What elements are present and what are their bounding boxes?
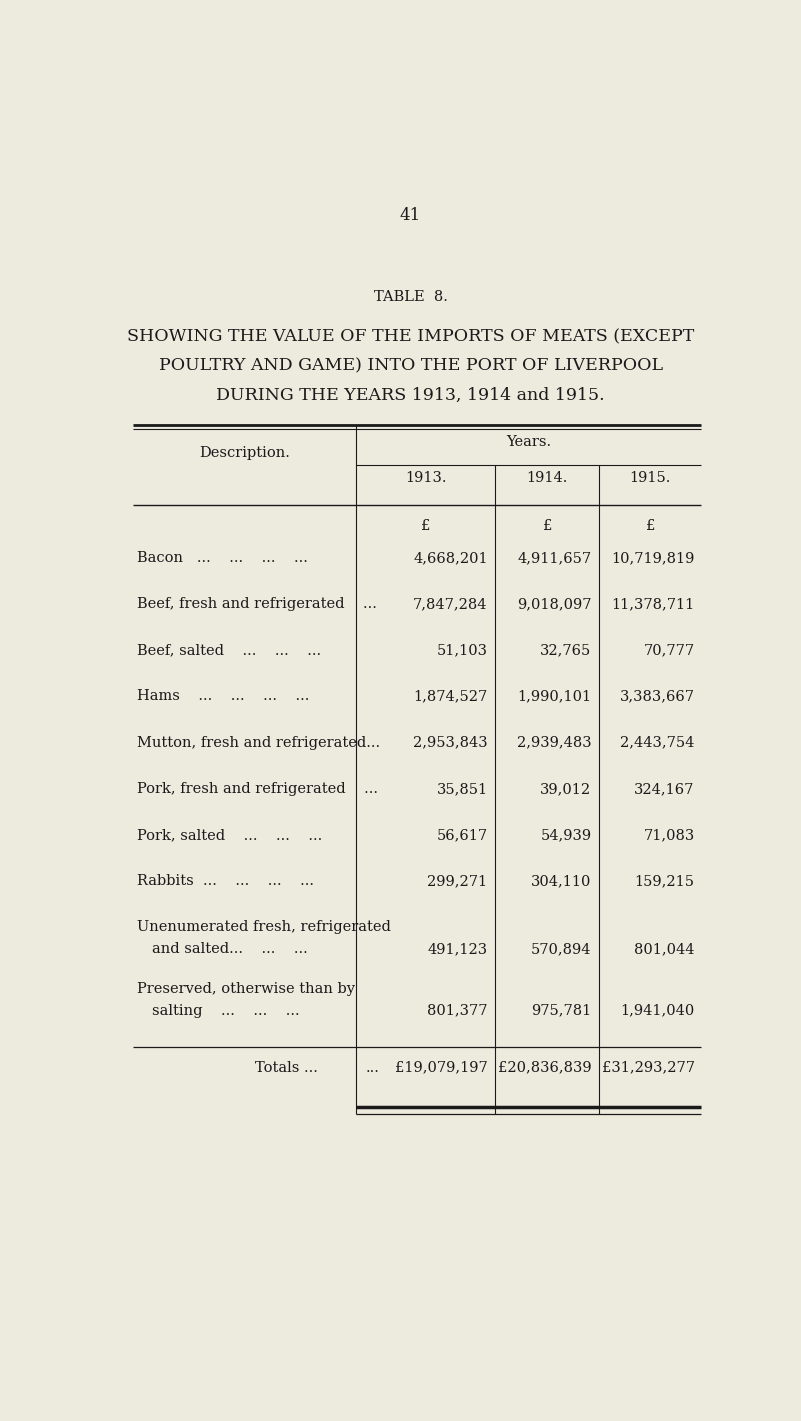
Text: Hams    ...    ...    ...    ...: Hams ... ... ... ... bbox=[136, 689, 309, 703]
Text: 56,617: 56,617 bbox=[437, 828, 488, 843]
Text: 801,377: 801,377 bbox=[427, 1003, 488, 1017]
Text: 70,777: 70,777 bbox=[643, 644, 694, 658]
Text: 304,110: 304,110 bbox=[531, 874, 591, 888]
Text: Rabbits  ...    ...    ...    ...: Rabbits ... ... ... ... bbox=[136, 874, 313, 888]
Text: Years.: Years. bbox=[505, 435, 551, 449]
Text: Unenumerated fresh, refrigerated: Unenumerated fresh, refrigerated bbox=[136, 921, 390, 935]
Text: Mutton, fresh and refrigerated...: Mutton, fresh and refrigerated... bbox=[136, 736, 380, 750]
Text: 35,851: 35,851 bbox=[437, 782, 488, 796]
Text: £31,293,277: £31,293,277 bbox=[602, 1060, 694, 1074]
Text: ...: ... bbox=[365, 1060, 379, 1074]
Text: 71,083: 71,083 bbox=[643, 828, 694, 843]
Text: 1,874,527: 1,874,527 bbox=[413, 689, 488, 703]
Text: 2,953,843: 2,953,843 bbox=[413, 736, 488, 750]
Text: DURING THE YEARS 1913, 1914 and 1915.: DURING THE YEARS 1913, 1914 and 1915. bbox=[216, 387, 605, 404]
Text: 491,123: 491,123 bbox=[428, 942, 488, 956]
Text: and salted...    ...    ...: and salted... ... ... bbox=[152, 942, 308, 956]
Text: 1,990,101: 1,990,101 bbox=[517, 689, 591, 703]
Text: 570,894: 570,894 bbox=[531, 942, 591, 956]
Text: salting    ...    ...    ...: salting ... ... ... bbox=[152, 1003, 300, 1017]
Text: Totals ...: Totals ... bbox=[256, 1060, 318, 1074]
Text: 41: 41 bbox=[400, 207, 421, 225]
Text: 975,781: 975,781 bbox=[531, 1003, 591, 1017]
Text: £: £ bbox=[421, 519, 430, 533]
Text: 39,012: 39,012 bbox=[541, 782, 591, 796]
Text: 1913.: 1913. bbox=[405, 470, 446, 485]
Text: SHOWING THE VALUE OF THE IMPORTS OF MEATS (EXCEPT: SHOWING THE VALUE OF THE IMPORTS OF MEAT… bbox=[127, 328, 694, 345]
Text: 4,911,657: 4,911,657 bbox=[517, 551, 591, 566]
Text: Pork, salted    ...    ...    ...: Pork, salted ... ... ... bbox=[136, 828, 322, 843]
Text: Preserved, otherwise than by: Preserved, otherwise than by bbox=[136, 982, 355, 996]
Text: 7,847,284: 7,847,284 bbox=[413, 597, 488, 611]
Text: 1915.: 1915. bbox=[630, 470, 671, 485]
Text: Bacon   ...    ...    ...    ...: Bacon ... ... ... ... bbox=[136, 551, 308, 566]
Text: POULTRY AND GAME) INTO THE PORT OF LIVERPOOL: POULTRY AND GAME) INTO THE PORT OF LIVER… bbox=[159, 358, 662, 375]
Text: Beef, salted    ...    ...    ...: Beef, salted ... ... ... bbox=[136, 644, 320, 658]
Text: 299,271: 299,271 bbox=[428, 874, 488, 888]
Text: 10,719,819: 10,719,819 bbox=[611, 551, 694, 566]
Text: 2,939,483: 2,939,483 bbox=[517, 736, 591, 750]
Text: 3,383,667: 3,383,667 bbox=[619, 689, 694, 703]
Text: 4,668,201: 4,668,201 bbox=[413, 551, 488, 566]
Text: £: £ bbox=[542, 519, 552, 533]
Text: TABLE  8.: TABLE 8. bbox=[373, 290, 448, 304]
Text: 159,215: 159,215 bbox=[634, 874, 694, 888]
Text: £: £ bbox=[646, 519, 655, 533]
Text: 51,103: 51,103 bbox=[437, 644, 488, 658]
Text: 801,044: 801,044 bbox=[634, 942, 694, 956]
Text: 1914.: 1914. bbox=[526, 470, 568, 485]
Text: 1,941,040: 1,941,040 bbox=[620, 1003, 694, 1017]
Text: Pork, fresh and refrigerated    ...: Pork, fresh and refrigerated ... bbox=[136, 782, 377, 796]
Text: 324,167: 324,167 bbox=[634, 782, 694, 796]
Text: £20,836,839: £20,836,839 bbox=[498, 1060, 591, 1074]
Text: 32,765: 32,765 bbox=[540, 644, 591, 658]
Text: 11,378,711: 11,378,711 bbox=[611, 597, 694, 611]
Text: £19,079,197: £19,079,197 bbox=[395, 1060, 488, 1074]
Text: 54,939: 54,939 bbox=[541, 828, 591, 843]
Text: 2,443,754: 2,443,754 bbox=[620, 736, 694, 750]
Text: 9,018,097: 9,018,097 bbox=[517, 597, 591, 611]
Text: Beef, fresh and refrigerated    ...: Beef, fresh and refrigerated ... bbox=[136, 597, 376, 611]
Text: Description.: Description. bbox=[199, 446, 290, 460]
